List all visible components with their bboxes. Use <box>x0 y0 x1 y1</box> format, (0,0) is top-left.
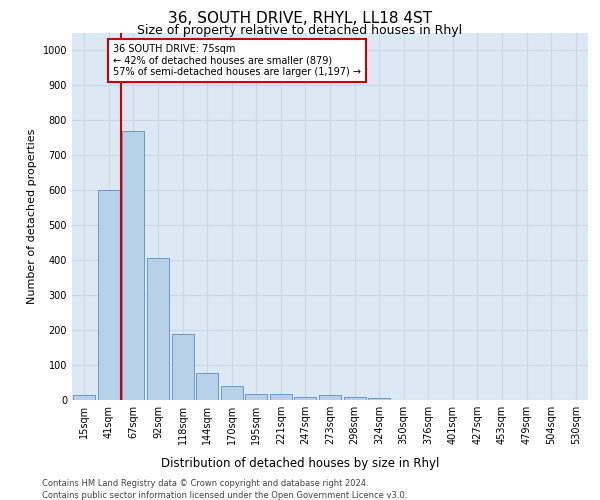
Bar <box>147 258 169 400</box>
Bar <box>98 190 120 400</box>
Bar <box>245 394 268 400</box>
Bar <box>196 372 218 400</box>
Bar <box>122 130 145 400</box>
Bar <box>368 398 390 400</box>
Bar <box>319 395 341 400</box>
Bar <box>344 396 365 400</box>
Bar <box>73 395 95 400</box>
Y-axis label: Number of detached properties: Number of detached properties <box>27 128 37 304</box>
Bar <box>295 396 316 400</box>
Bar <box>270 394 292 400</box>
Text: 36, SOUTH DRIVE, RHYL, LL18 4ST: 36, SOUTH DRIVE, RHYL, LL18 4ST <box>168 11 432 26</box>
Text: Contains HM Land Registry data © Crown copyright and database right 2024.: Contains HM Land Registry data © Crown c… <box>42 479 368 488</box>
Bar <box>221 386 243 400</box>
Text: Distribution of detached houses by size in Rhyl: Distribution of detached houses by size … <box>161 458 439 470</box>
Text: Size of property relative to detached houses in Rhyl: Size of property relative to detached ho… <box>137 24 463 37</box>
Bar <box>172 334 194 400</box>
Text: 36 SOUTH DRIVE: 75sqm
← 42% of detached houses are smaller (879)
57% of semi-det: 36 SOUTH DRIVE: 75sqm ← 42% of detached … <box>113 44 361 76</box>
Text: Contains public sector information licensed under the Open Government Licence v3: Contains public sector information licen… <box>42 491 407 500</box>
